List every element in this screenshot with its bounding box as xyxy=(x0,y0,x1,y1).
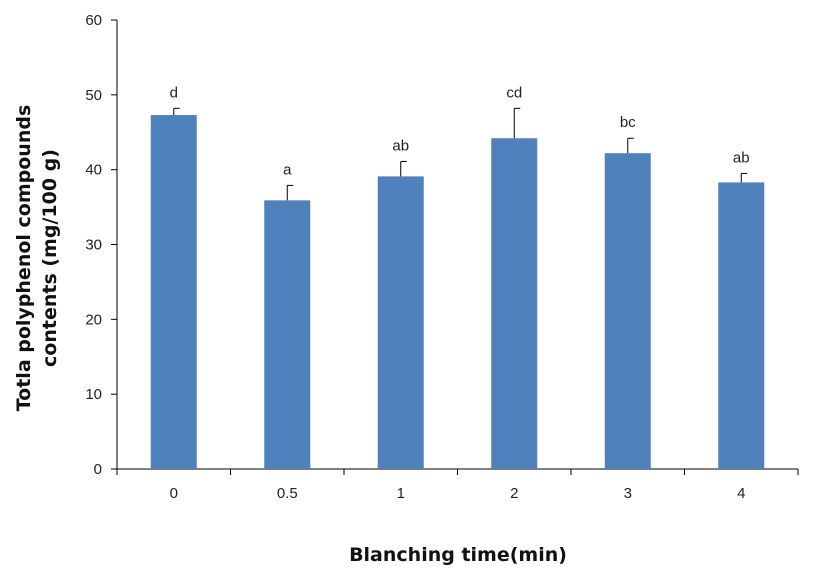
bar xyxy=(604,153,651,469)
y-tick-label: 30 xyxy=(85,237,102,254)
bar xyxy=(718,182,765,469)
significance-letter: a xyxy=(283,161,292,178)
y-tick-label: 60 xyxy=(85,12,102,29)
y-tick-label: 50 xyxy=(85,87,102,104)
bars xyxy=(150,115,765,469)
significance-letters: d a ab cd bc ab xyxy=(170,84,750,178)
x-tick-label: 1 xyxy=(397,485,405,502)
y-tick-label: 40 xyxy=(85,162,102,179)
axes xyxy=(116,20,798,470)
bar xyxy=(264,200,311,469)
y-tick-label: 0 xyxy=(94,461,102,478)
error-bars xyxy=(173,107,748,201)
x-tick-label: 4 xyxy=(737,485,745,502)
bar xyxy=(491,138,538,469)
y-ticks xyxy=(111,19,117,470)
y-tick-label: 10 xyxy=(85,386,102,403)
y-tick-labels: 0 10 20 30 40 50 60 xyxy=(85,12,102,478)
significance-letter: cd xyxy=(506,84,522,101)
bar xyxy=(150,115,197,469)
significance-letter: ab xyxy=(733,149,750,166)
x-tick-label: 3 xyxy=(624,485,632,502)
significance-letter: bc xyxy=(620,114,636,131)
x-tick-label: 0.5 xyxy=(277,485,298,502)
significance-letter: d xyxy=(170,84,178,101)
y-axis-title-line-2: contents (mg/100 g) xyxy=(39,149,61,367)
y-axis-title-line-1: Totla polyphenol compounds xyxy=(13,105,35,412)
x-tick-label: 2 xyxy=(510,485,518,502)
x-tick-labels: 0 0.5 1 2 3 4 xyxy=(170,485,746,502)
x-tick-label: 0 xyxy=(170,485,178,502)
significance-letter: ab xyxy=(392,137,409,154)
x-axis-title: Blanching time(min) xyxy=(349,544,567,566)
bar xyxy=(377,176,424,469)
y-tick-label: 20 xyxy=(85,311,102,328)
x-ticks xyxy=(116,469,799,475)
